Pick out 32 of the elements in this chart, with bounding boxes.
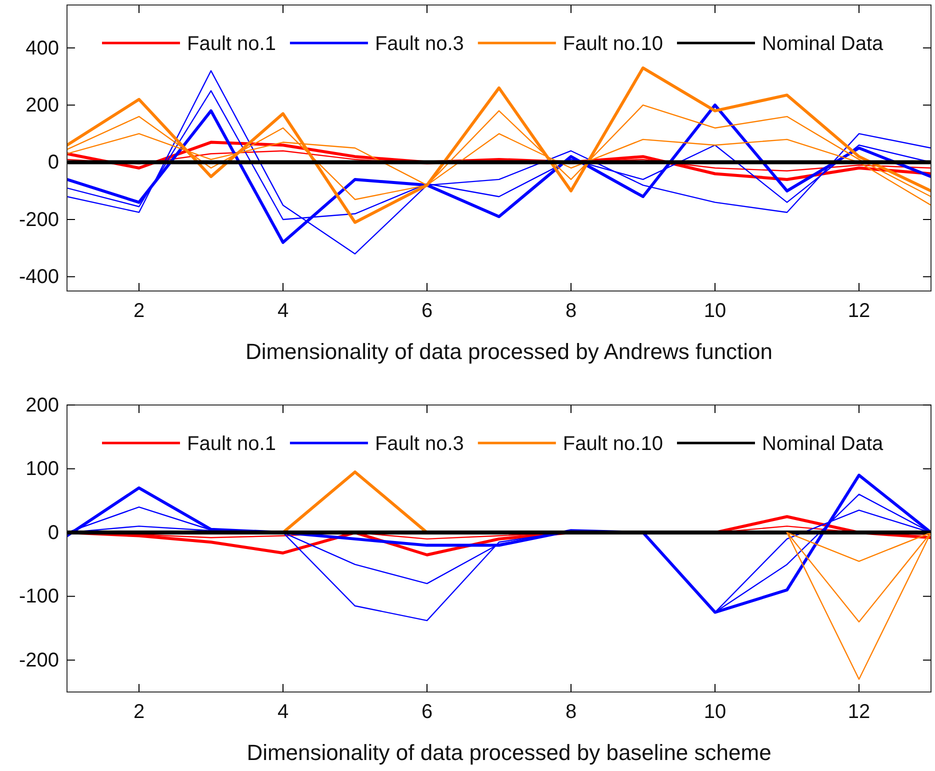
legend-label: Fault no.1 bbox=[187, 33, 276, 55]
y-tick-label: -200 bbox=[18, 208, 59, 231]
legend-label: Fault no.3 bbox=[374, 433, 464, 455]
x-axis-title: Dimensionality of data processed by Andrews function bbox=[245, 339, 773, 364]
x-tick-label: 6 bbox=[421, 701, 433, 724]
legend-label: Fault no.10 bbox=[562, 433, 663, 455]
x-tick-label: 4 bbox=[277, 701, 289, 724]
legend-label: Fault no.3 bbox=[374, 33, 464, 55]
y-tick-label: -200 bbox=[18, 650, 59, 672]
y-tick-label: 200 bbox=[26, 394, 59, 416]
x-tick-label: 10 bbox=[704, 701, 726, 724]
y-tick-label: 200 bbox=[26, 94, 59, 116]
legend-label: Fault no.1 bbox=[187, 433, 276, 455]
x-tick-label: 2 bbox=[133, 300, 145, 322]
x-axis-title: Dimensionality of data processed by baseline scheme bbox=[246, 740, 772, 765]
y-tick-label: 100 bbox=[26, 458, 59, 480]
y-tick-label: 0 bbox=[48, 522, 59, 544]
x-tick-label: 12 bbox=[848, 701, 870, 724]
y-tick-label: -100 bbox=[18, 586, 59, 608]
y-tick-label: -400 bbox=[18, 266, 59, 288]
x-tick-label: 8 bbox=[565, 300, 577, 322]
legend-label: Nominal Data bbox=[762, 33, 884, 55]
legend-label: Nominal Data bbox=[762, 433, 884, 455]
x-tick-label: 10 bbox=[704, 300, 726, 322]
x-tick-label: 12 bbox=[848, 300, 870, 322]
y-tick-label: 0 bbox=[48, 152, 59, 174]
x-tick-label: 6 bbox=[421, 300, 433, 322]
y-tick-label: 400 bbox=[26, 37, 59, 60]
x-tick-label: 2 bbox=[133, 701, 145, 724]
legend-label: Fault no.10 bbox=[562, 33, 663, 55]
x-tick-label: 8 bbox=[565, 701, 577, 724]
x-tick-label: 4 bbox=[277, 300, 289, 322]
